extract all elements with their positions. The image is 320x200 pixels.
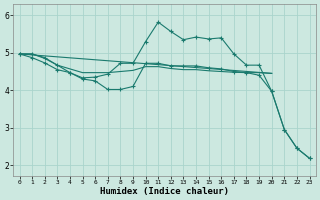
X-axis label: Humidex (Indice chaleur): Humidex (Indice chaleur)	[100, 187, 229, 196]
